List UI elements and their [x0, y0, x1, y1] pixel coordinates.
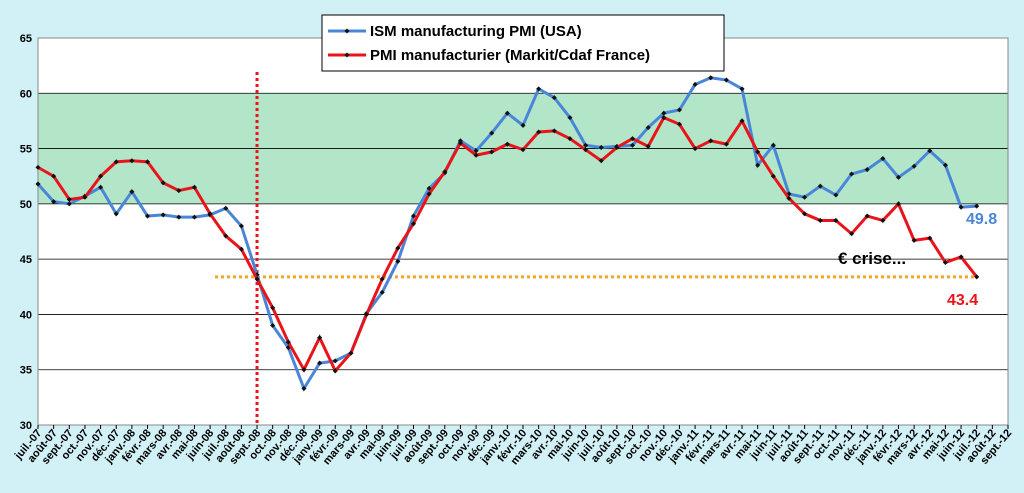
point-marker: [379, 276, 385, 282]
point-marker: [98, 184, 104, 190]
point-marker: [598, 144, 604, 151]
point-marker: [285, 339, 291, 345]
point-marker: [317, 360, 323, 366]
point-marker: [379, 289, 385, 295]
value-label: 49.8: [966, 211, 997, 228]
point-marker: [51, 173, 57, 179]
y-tick-label: 40: [20, 309, 32, 321]
point-marker: [238, 223, 244, 229]
point-marker: [942, 259, 948, 266]
point-marker: [238, 246, 244, 252]
y-tick-label: 65: [20, 33, 32, 45]
point-marker: [332, 368, 338, 374]
value-label: 43.4: [947, 292, 978, 309]
point-marker: [629, 136, 636, 142]
y-tick-label: 30: [20, 420, 32, 432]
point-marker: [551, 128, 557, 134]
point-marker: [191, 184, 197, 190]
point-marker: [160, 212, 166, 218]
y-tick-label: 60: [20, 88, 32, 100]
point-marker: [770, 173, 776, 179]
point-marker: [176, 188, 182, 194]
point-marker: [129, 189, 135, 195]
legend-label: ISM manufacturing PMI (USA): [370, 23, 582, 40]
point-marker: [113, 159, 119, 165]
point-marker: [301, 385, 307, 392]
point-marker: [473, 152, 479, 158]
point-marker: [98, 173, 104, 179]
point-marker: [82, 194, 88, 200]
legend-box: [321, 14, 725, 72]
point-marker: [755, 149, 761, 155]
point-marker: [489, 149, 495, 155]
point-marker: [176, 214, 182, 220]
point-marker: [191, 214, 197, 220]
point-marker: [301, 367, 307, 373]
y-tick-label: 50: [20, 199, 32, 211]
point-marker: [927, 148, 933, 154]
annotation: € crise...: [838, 249, 906, 268]
point-marker: [160, 180, 166, 186]
point-marker: [410, 213, 417, 219]
point-marker: [223, 205, 229, 211]
point-marker: [348, 350, 354, 356]
point-marker: [66, 196, 72, 202]
y-tick-label: 55: [20, 144, 32, 156]
point-marker: [395, 258, 401, 264]
point-marker: [426, 191, 432, 197]
point-marker: [144, 159, 151, 165]
point-marker: [645, 143, 651, 149]
y-tick-label: 45: [20, 254, 32, 266]
point-marker: [567, 136, 573, 142]
point-marker: [113, 211, 119, 217]
point-marker: [270, 305, 276, 311]
point-marker: [364, 311, 370, 317]
point-marker: [317, 335, 323, 341]
point-marker: [457, 140, 463, 146]
legend-label: PMI manufacturier (Markit/Cdaf France): [370, 47, 650, 64]
point-marker: [598, 158, 604, 164]
point-marker: [332, 358, 338, 364]
point-marker: [504, 141, 510, 147]
point-marker: [207, 211, 213, 217]
point-marker: [270, 322, 276, 329]
point-marker: [692, 146, 698, 152]
point-marker: [144, 213, 151, 219]
y-tick-label: 35: [20, 365, 32, 377]
point-marker: [129, 158, 135, 164]
point-marker: [395, 245, 401, 251]
